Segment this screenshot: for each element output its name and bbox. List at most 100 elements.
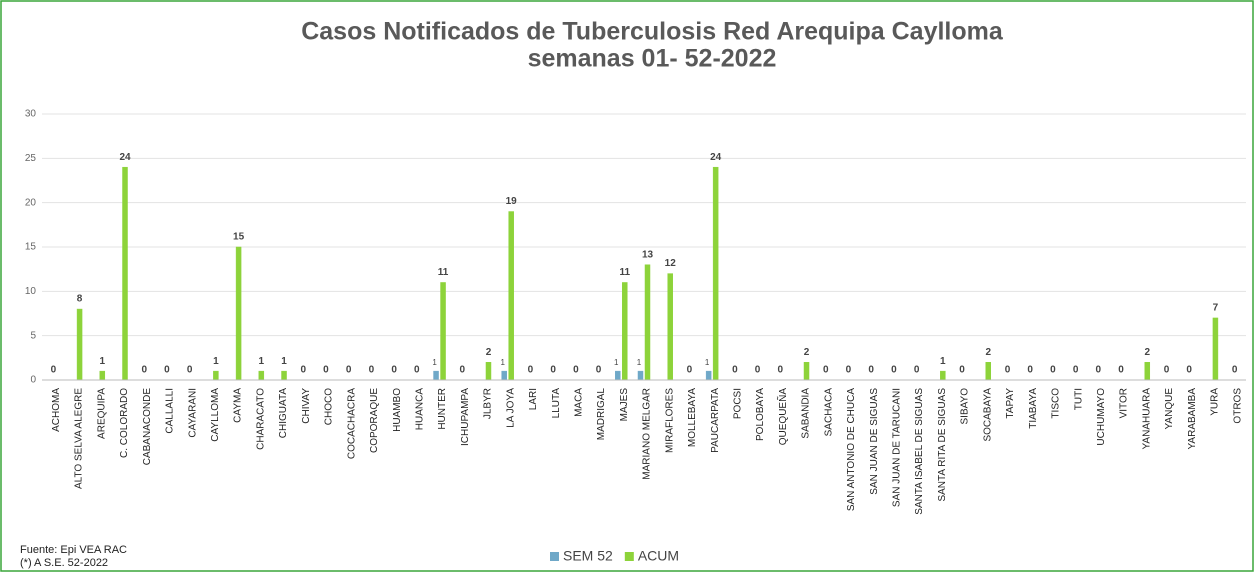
data-label: 0 xyxy=(369,365,375,376)
x-tick-label: YANAHUARA xyxy=(1141,388,1152,450)
chart-subtitle: semanas 01- 52-2022 xyxy=(528,45,777,73)
data-label: 0 xyxy=(596,365,602,376)
data-label: 0 xyxy=(459,365,465,376)
x-tick-label: CHARACATO xyxy=(255,388,266,450)
bar xyxy=(667,273,673,381)
data-label: 0 xyxy=(846,365,852,376)
data-label: 0 xyxy=(414,365,420,376)
x-tick-label: SANTA RITA DE SIGUAS xyxy=(937,388,948,502)
data-label: 0 xyxy=(914,365,920,376)
x-tick-label: YARABAMBA xyxy=(1187,388,1198,450)
data-label: 0 xyxy=(141,365,147,376)
data-label: 0 xyxy=(528,365,534,376)
legend-label: ACUM xyxy=(638,548,679,564)
bar xyxy=(501,370,507,381)
y-tick-label: 0 xyxy=(30,375,36,386)
data-label: 24 xyxy=(119,152,131,163)
x-tick-label: MIRAFLORES xyxy=(664,388,675,453)
x-tick-label: CHIGUATA xyxy=(278,388,289,439)
bar xyxy=(637,370,644,381)
x-tick-label: MACA xyxy=(573,388,584,417)
x-tick-label: OTROS xyxy=(1232,388,1243,424)
data-label: 0 xyxy=(1073,365,1079,376)
x-tick-label: TUTI xyxy=(1073,388,1084,410)
bar xyxy=(1144,362,1151,381)
bar xyxy=(705,370,712,381)
bar xyxy=(712,166,719,381)
data-label: 0 xyxy=(755,365,761,376)
x-tick-label: MADRIGAL xyxy=(596,388,607,441)
x-tick-label: COPORAQUE xyxy=(369,388,380,453)
data-label: 0 xyxy=(1096,365,1102,376)
x-tick-label: TAPAY xyxy=(1005,388,1016,419)
data-label: 19 xyxy=(506,196,518,207)
data-label: 0 xyxy=(823,365,829,376)
bar xyxy=(985,362,992,381)
data-label: 0 xyxy=(687,365,693,376)
x-tick-label: CAYMA xyxy=(233,388,244,423)
x-tick-label: SAN JUAN DE SIGUAS xyxy=(869,388,880,495)
x-tick-label: YURA xyxy=(1210,388,1221,416)
bar xyxy=(803,362,810,381)
bar xyxy=(508,211,514,381)
data-label: 0 xyxy=(1186,365,1192,376)
bar xyxy=(940,370,946,381)
x-tick-label: SAN ANTONIO DE CHUCA xyxy=(846,388,857,511)
x-tick-label: LA JOYA xyxy=(505,388,516,428)
data-label: 0 xyxy=(1164,365,1170,376)
data-label: 0 xyxy=(1005,365,1011,376)
x-tick-label: VITOR xyxy=(1119,388,1130,418)
data-label: 8 xyxy=(77,294,83,305)
legend-swatch xyxy=(624,552,634,561)
x-tick-label: HUNTER xyxy=(437,388,448,430)
data-label: 11 xyxy=(438,267,449,278)
data-label: 0 xyxy=(323,365,329,376)
bar xyxy=(644,264,651,381)
data-label: 1 xyxy=(705,358,710,367)
data-label: 1 xyxy=(281,356,287,367)
data-label: 0 xyxy=(1118,365,1124,376)
x-tick-label: YANQUE xyxy=(1164,388,1175,430)
x-tick-label: SOCABAYA xyxy=(982,388,993,442)
data-label: 0 xyxy=(187,365,193,376)
bar xyxy=(76,308,83,381)
x-tick-label: MARIANO MELGAR xyxy=(642,388,653,480)
y-tick-label: 15 xyxy=(25,242,37,253)
x-tick-label: LLUTA xyxy=(551,388,562,419)
x-tick-label: SAN JUAN DE TARUCANI xyxy=(892,388,903,507)
footnote: (*) A S.E. 52-2022 xyxy=(20,557,108,569)
bar xyxy=(99,370,106,381)
data-label: 0 xyxy=(1050,365,1056,376)
x-tick-label: SANTA ISABEL DE SIGUAS xyxy=(914,388,925,515)
data-label: 0 xyxy=(51,365,57,376)
x-tick-label: POLOBAYA xyxy=(755,388,766,441)
data-label: 1 xyxy=(614,358,619,367)
x-tick-label: SABANDIA xyxy=(801,388,812,439)
x-tick-label: ACHOMA xyxy=(51,388,62,432)
x-tick-label: SIBAYO xyxy=(960,388,971,425)
x-tick-label: QUEQUEÑA xyxy=(776,388,789,446)
data-label: 0 xyxy=(300,365,306,376)
bar xyxy=(235,246,242,381)
bar xyxy=(122,166,128,381)
data-label: 0 xyxy=(346,365,352,376)
x-tick-label: CHIVAY xyxy=(301,388,312,424)
x-tick-label: PAUCARPATA xyxy=(710,388,721,453)
x-tick-label: CHOCO xyxy=(324,388,335,425)
x-tick-label: UCHUMAYO xyxy=(1096,388,1107,446)
x-tick-label: COCACHACRA xyxy=(346,388,357,459)
data-label: 1 xyxy=(213,356,219,367)
x-tick-label: LARI xyxy=(528,388,539,410)
data-label: 12 xyxy=(665,258,677,269)
bar xyxy=(622,282,628,381)
x-tick-label: TISCO xyxy=(1051,388,1062,419)
x-tick-label: C. COLORADO xyxy=(119,388,130,458)
data-label: 13 xyxy=(642,249,654,260)
legend-swatch xyxy=(550,552,559,561)
x-tick-label: CAYLLOMA xyxy=(210,388,221,442)
y-tick-label: 5 xyxy=(30,330,36,341)
legend-label: SEM 52 xyxy=(563,548,613,564)
data-label: 0 xyxy=(1027,365,1033,376)
data-label: 0 xyxy=(573,365,579,376)
y-tick-label: 30 xyxy=(25,109,37,120)
